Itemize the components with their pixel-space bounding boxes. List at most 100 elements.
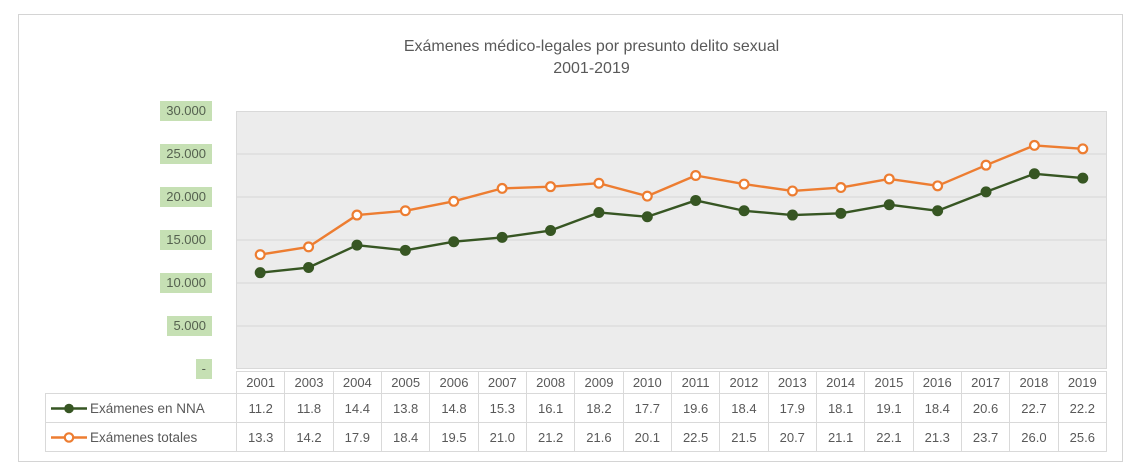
data-point-marker bbox=[980, 186, 992, 198]
y-axis-tick-label: 20.000 bbox=[160, 187, 212, 207]
table-header-year: 2019 bbox=[1057, 371, 1108, 394]
table-header-year: 2006 bbox=[429, 371, 479, 394]
table-header-year: 2011 bbox=[670, 371, 721, 394]
table-cell-value: 20.1 bbox=[622, 422, 672, 452]
data-point-marker bbox=[399, 205, 411, 217]
series-line-1 bbox=[260, 144, 1083, 256]
data-point-marker bbox=[835, 182, 847, 194]
table-header-row: 2001 2003 2004 2005 2006 2007 2008 2009 2010 2011… bbox=[46, 371, 1108, 394]
table-header-year: 2005 bbox=[380, 371, 431, 394]
y-axis-tick-label: 10.000 bbox=[160, 273, 212, 293]
table-cell-value: 18.4 bbox=[380, 422, 431, 452]
legend-item: Exámenes totales bbox=[47, 429, 236, 445]
table-header-year: 2003 bbox=[284, 371, 334, 394]
table-cell-value: 13.8 bbox=[380, 393, 431, 423]
legend-cell: Exámenes totales bbox=[45, 422, 237, 452]
data-point-marker bbox=[254, 249, 266, 261]
data-point-marker bbox=[254, 267, 266, 279]
data-point-marker bbox=[786, 185, 798, 197]
chart-title: Exámenes médico-legales por presunto del… bbox=[403, 38, 780, 55]
data-point-marker bbox=[1028, 168, 1040, 180]
table-cell-value: 19.6 bbox=[670, 393, 721, 423]
data-point-marker bbox=[883, 199, 895, 211]
table-header-year: 2012 bbox=[719, 371, 769, 394]
data-point-marker bbox=[690, 194, 702, 206]
table-header-year: 2004 bbox=[332, 371, 382, 394]
table-cell-value: 17.9 bbox=[767, 393, 817, 423]
table-cell-value: 17.7 bbox=[622, 393, 672, 423]
table-cell-value: 18.4 bbox=[912, 393, 962, 423]
table-cell-value: 13.3 bbox=[235, 422, 286, 452]
table-cell-value: 21.0 bbox=[477, 422, 527, 452]
data-point-marker bbox=[545, 181, 557, 193]
table-corner-cell bbox=[46, 372, 237, 394]
data-point-marker bbox=[448, 236, 460, 248]
data-point-marker bbox=[448, 195, 460, 207]
table-cell-value: 22.1 bbox=[864, 422, 914, 452]
legend-label: Exámenes totales bbox=[90, 429, 198, 445]
table-row-series-0: Exámenes en NNA 11.2 11.8 14.4 13.8 14.8 15.3 1… bbox=[45, 393, 1108, 423]
table-header-year: 2008 bbox=[525, 371, 576, 394]
table-row-series-1: Exámenes totales 13.3 14.2 17.9 18.4 19.5 21.0… bbox=[45, 422, 1108, 452]
line-chart-plot-area bbox=[236, 111, 1107, 369]
series-line-0 bbox=[260, 172, 1083, 274]
data-point-marker bbox=[738, 205, 750, 217]
table-cell-value: 25.6 bbox=[1057, 422, 1108, 452]
table-header-year: 2013 bbox=[767, 371, 817, 394]
data-point-marker bbox=[932, 180, 944, 192]
table-header-year: 2001 bbox=[235, 371, 286, 394]
table-header-year: 2010 bbox=[622, 371, 672, 394]
y-axis-tick-label: 5.000 bbox=[167, 316, 212, 336]
table-cell-value: 11.8 bbox=[284, 393, 334, 423]
table-header-year: 2017 bbox=[960, 371, 1011, 394]
data-point-marker bbox=[786, 209, 798, 221]
data-point-marker bbox=[835, 207, 847, 219]
data-point-marker bbox=[738, 178, 750, 190]
data-point-marker bbox=[1077, 172, 1089, 184]
table-cell-value: 26.0 bbox=[1009, 422, 1059, 452]
table-cell-value: 19.5 bbox=[429, 422, 479, 452]
data-point-marker bbox=[593, 177, 605, 189]
table-cell-value: 17.9 bbox=[332, 422, 382, 452]
legend-label: Exámenes en NNA bbox=[90, 400, 205, 416]
table-cell-value: 20.7 bbox=[767, 422, 817, 452]
chart-subtitle: 2001-2019 bbox=[553, 60, 630, 77]
table-cell-value: 15.3 bbox=[477, 393, 527, 423]
table-cell-value: 21.6 bbox=[574, 422, 624, 452]
data-point-marker bbox=[303, 241, 315, 253]
table-header-year: 2015 bbox=[864, 371, 914, 394]
table-cell-value: 21.5 bbox=[719, 422, 769, 452]
y-axis-tick-label: - bbox=[195, 359, 212, 379]
table-cell-value: 11.2 bbox=[235, 393, 286, 423]
table-header-year: 2018 bbox=[1009, 371, 1059, 394]
table-cell-value: 22.5 bbox=[670, 422, 721, 452]
table-cell-value: 18.1 bbox=[815, 393, 866, 423]
data-point-marker bbox=[593, 206, 605, 218]
data-point-marker bbox=[641, 211, 653, 223]
table-cell-value: 18.4 bbox=[719, 393, 769, 423]
chart-data-table: 2001 2003 2004 2005 2006 2007 2008 2009 2010 2011… bbox=[45, 371, 1108, 452]
data-point-marker bbox=[980, 159, 992, 171]
legend-filled-circle-line-icon bbox=[51, 403, 87, 413]
table-cell-value: 14.4 bbox=[332, 393, 382, 423]
table-cell-value: 18.2 bbox=[574, 393, 624, 423]
data-point-marker bbox=[496, 231, 508, 243]
data-point-marker bbox=[932, 205, 944, 217]
data-point-marker bbox=[690, 169, 702, 181]
table-cell-value: 22.2 bbox=[1057, 393, 1108, 423]
legend-open-circle-line-icon bbox=[51, 431, 87, 443]
data-point-marker bbox=[545, 225, 557, 237]
table-cell-value: 21.3 bbox=[912, 422, 962, 452]
chart-container: Exámenes médico-legales por presunto del… bbox=[18, 14, 1123, 462]
y-axis-tick-label: 25.000 bbox=[160, 144, 212, 164]
table-cell-value: 14.2 bbox=[284, 422, 334, 452]
data-point-marker bbox=[641, 190, 653, 202]
table-cell-value: 22.7 bbox=[1009, 393, 1059, 423]
legend-cell: Exámenes en NNA bbox=[45, 393, 237, 423]
data-point-marker bbox=[883, 173, 895, 185]
y-axis-tick-label: 15.000 bbox=[160, 230, 212, 250]
data-point-marker bbox=[351, 239, 363, 251]
data-point-marker bbox=[1077, 143, 1089, 155]
table-header-year: 2009 bbox=[574, 371, 624, 394]
table-cell-value: 19.1 bbox=[864, 393, 914, 423]
